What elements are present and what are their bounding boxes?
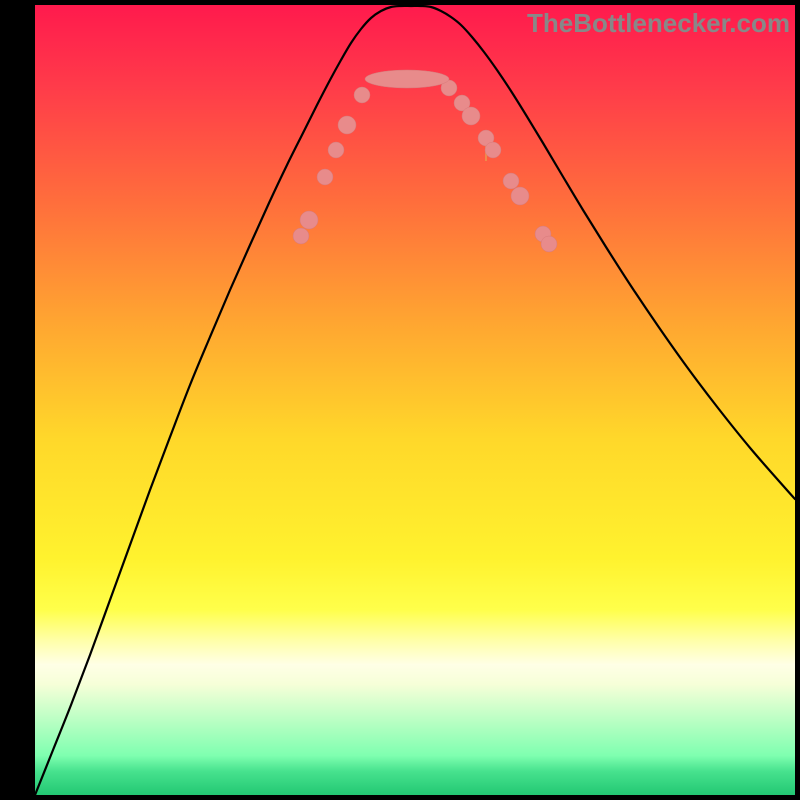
- data-point: [293, 228, 309, 244]
- data-point: [317, 169, 333, 185]
- right-data-points: [441, 80, 557, 252]
- data-point: [338, 116, 356, 134]
- curve-layer: [35, 5, 795, 795]
- watermark-text: TheBottlenecker.com: [527, 8, 790, 39]
- data-point: [328, 142, 344, 158]
- data-point: [354, 87, 370, 103]
- bottom-data-band: [365, 70, 449, 88]
- left-data-points: [293, 87, 370, 244]
- data-point: [462, 107, 480, 125]
- data-point: [503, 173, 519, 189]
- data-point: [511, 187, 529, 205]
- data-point: [541, 236, 557, 252]
- data-point: [485, 142, 501, 158]
- bottleneck-curve: [35, 6, 795, 795]
- chart-canvas: TheBottlenecker.com: [0, 0, 800, 800]
- plot-area: [35, 5, 795, 795]
- data-point: [300, 211, 318, 229]
